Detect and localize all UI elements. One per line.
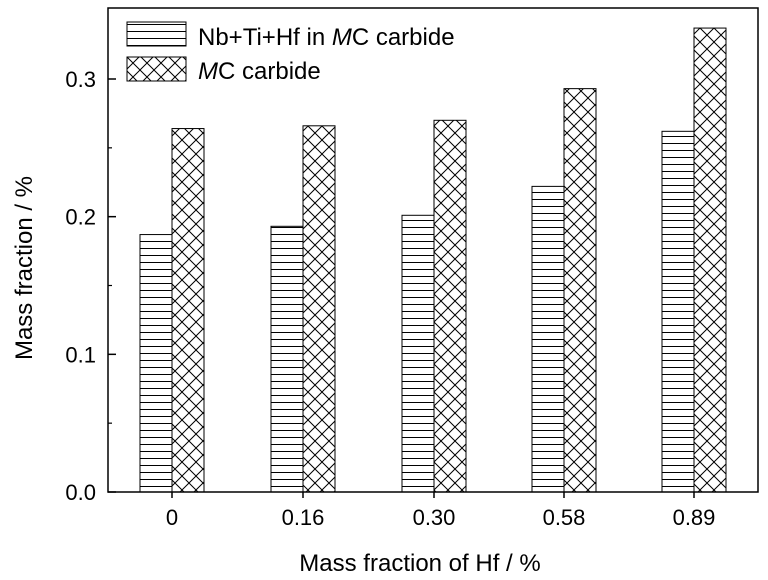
bar-series1-0.58	[563, 88, 597, 493]
legend: Nb+Ti+Hf in MC carbide MC carbide	[126, 21, 455, 85]
legend-label-1: MC carbide	[198, 58, 321, 85]
x-tick-label: 0.16	[282, 505, 325, 530]
bar-series0-0	[139, 234, 173, 493]
x-tick-label: 0.30	[413, 505, 456, 530]
x-tick-label: 0.58	[543, 505, 586, 530]
x-tick-label: 0.89	[673, 505, 716, 530]
x-axis-label: Mass fraction of Hf / %	[299, 550, 540, 577]
y-tick-label: 0.0	[65, 480, 96, 505]
bar-series1-0.16	[302, 125, 336, 493]
bar-series0-0.30	[401, 214, 435, 493]
y-axis-label: Mass fraction / %	[11, 176, 38, 360]
bar-series1-0.30	[433, 119, 467, 493]
plot-frame	[107, 7, 759, 493]
legend-swatch-1	[126, 56, 187, 82]
legend-label-0: Nb+Ti+Hf in MC carbide	[198, 24, 455, 51]
x-tick-label: 0	[166, 505, 178, 530]
bar-series1-0.89	[693, 27, 727, 493]
bar-series0-0.58	[531, 185, 565, 493]
legend-swatch-0	[126, 21, 187, 47]
bars-layer	[139, 27, 727, 493]
ticks-layer: 0.00.10.20.30 0.16 0.30 0.58 0.89	[65, 67, 715, 530]
y-tick-label: 0.1	[65, 342, 96, 367]
bar-series0-0.16	[270, 225, 304, 493]
bar-series1-0	[171, 128, 205, 493]
bar-series0-0.89	[661, 130, 695, 493]
y-tick-label: 0.3	[65, 67, 96, 92]
y-tick-label: 0.2	[65, 205, 96, 230]
